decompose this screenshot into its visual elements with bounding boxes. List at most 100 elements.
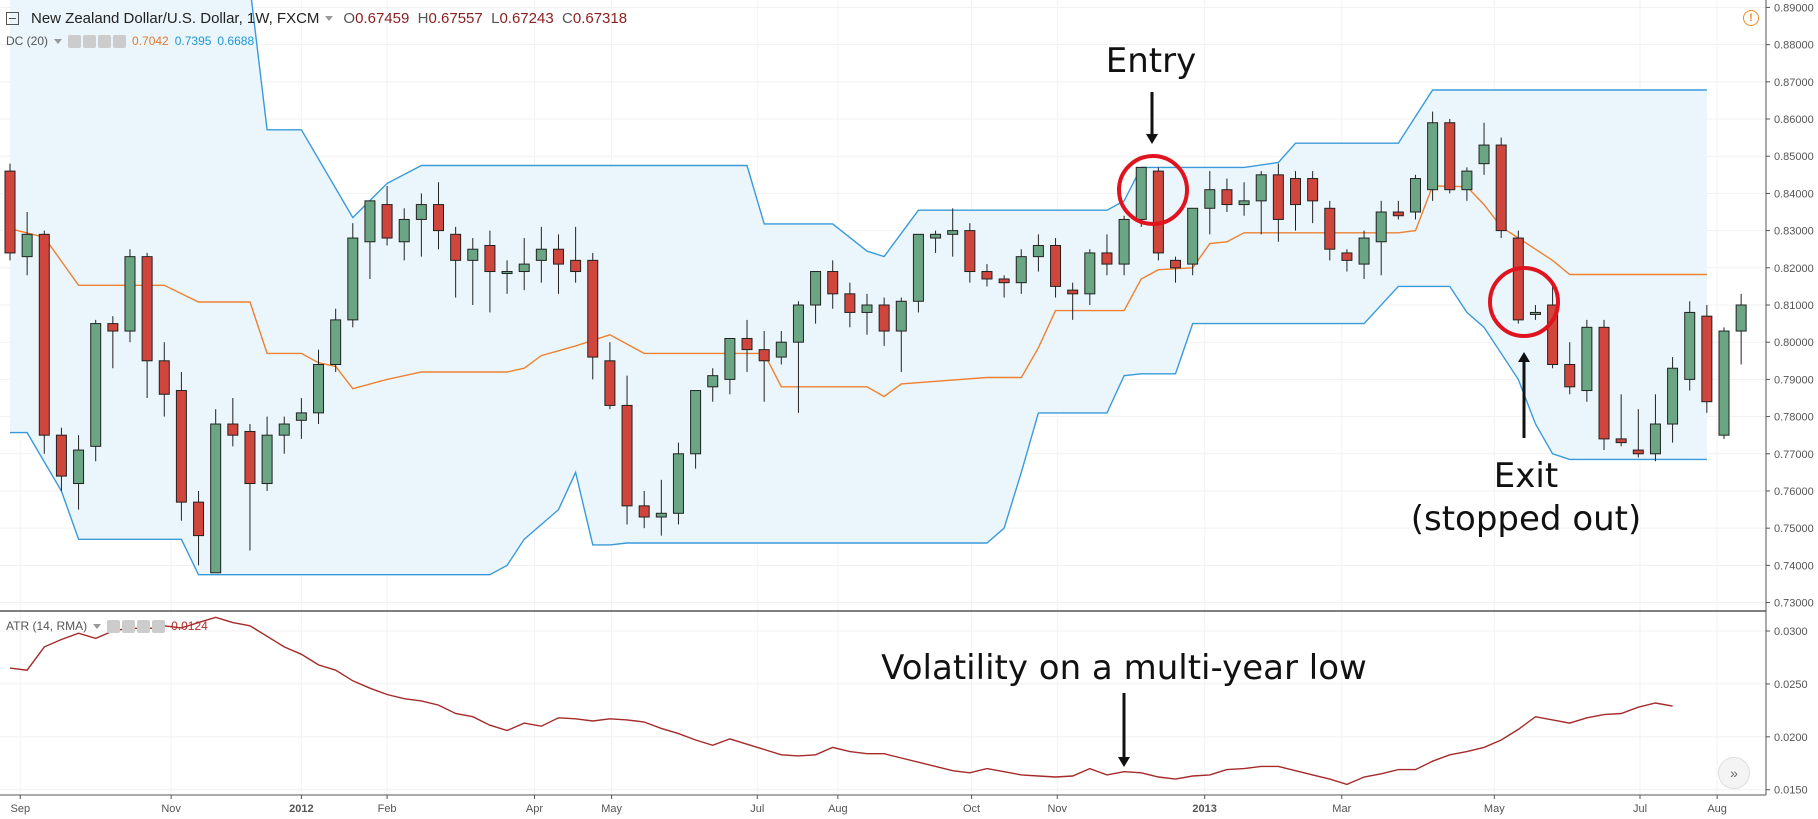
- candle: [1255, 171, 1267, 235]
- candle: [1050, 238, 1062, 298]
- donchian-basis-line: [9, 185, 1707, 398]
- candle: [638, 490, 650, 529]
- atr-indicator-label[interactable]: ATR (14, RMA): [6, 619, 88, 633]
- candle: [998, 275, 1010, 298]
- price-axis-label: 0.78000: [1774, 412, 1814, 424]
- remove-icon[interactable]: [113, 34, 127, 48]
- candle: [741, 319, 753, 372]
- candle: [278, 416, 290, 454]
- candle: [775, 331, 787, 365]
- ohlc-readout: O0.67459 H0.67557 L0.67243 C0.67318: [343, 10, 628, 27]
- candle: [73, 435, 85, 510]
- collapse-icon[interactable]: [6, 12, 19, 25]
- candle: [433, 182, 444, 250]
- time-axis-label: Oct: [963, 803, 980, 815]
- atr-axis-label: 0.0150: [1774, 785, 1808, 797]
- time-axis[interactable]: Sep Nov 2012 Feb Apr May Jul Aug Oct Nov 2013 Mar Ma…: [0, 794, 1766, 815]
- chevron-down-icon[interactable]: [325, 16, 334, 21]
- donchian-lower-line: [10, 285, 1707, 576]
- candle-body: [724, 337, 736, 380]
- dc-indicator-label[interactable]: DC (20): [6, 34, 49, 48]
- candle: [1204, 171, 1216, 235]
- candle-body: [141, 256, 153, 362]
- candle: [1615, 394, 1627, 447]
- candle-body: [1478, 144, 1490, 165]
- chevron-down-icon[interactable]: [93, 623, 102, 629]
- candle-body: [330, 319, 342, 366]
- candle: [1701, 305, 1713, 413]
- candle-body: [552, 248, 564, 265]
- price-pane: [0, 0, 1766, 795]
- time-axis-label: Mar: [1332, 803, 1351, 815]
- add-icon[interactable]: [98, 34, 112, 48]
- candle: [1221, 178, 1233, 213]
- atr-axis-label: 0.0300: [1774, 626, 1808, 638]
- price-axis-label: 0.89000: [1774, 2, 1814, 14]
- atr-axis-label: 0.0250: [1774, 679, 1808, 691]
- candle-body: [878, 304, 890, 332]
- price-axis[interactable]: 0.73000 0.74000 0.75000 0.76000 0.77000 0.780…: [1765, 0, 1814, 797]
- atr-indicator-legend[interactable]: ATR (14, RMA) 0.0124: [6, 619, 208, 633]
- candle: [1392, 200, 1404, 220]
- candle: [844, 282, 856, 328]
- candle: [1084, 249, 1096, 305]
- candle: [1547, 282, 1559, 369]
- candle: [1375, 200, 1387, 276]
- candle: [810, 271, 822, 324]
- candle-body: [998, 278, 1010, 284]
- candle-body: [1221, 189, 1233, 206]
- candle-body: [672, 453, 684, 514]
- entry-label: Entry: [1106, 41, 1196, 81]
- candle-body: [707, 375, 719, 388]
- scroll-forward-icon[interactable]: »: [1718, 757, 1750, 789]
- candle: [313, 349, 325, 425]
- atr-axis-label: 0.0200: [1774, 732, 1808, 744]
- candle: [175, 371, 187, 521]
- candle-body: [261, 434, 273, 485]
- remove-icon[interactable]: [152, 619, 166, 633]
- donchian-fill: [10, 0, 1707, 575]
- candle: [467, 238, 479, 305]
- candle-body: [227, 423, 239, 436]
- settings-icon[interactable]: [83, 34, 97, 48]
- candle-body: [1272, 174, 1284, 220]
- candle: [964, 223, 976, 283]
- visibility-icon[interactable]: [68, 34, 82, 48]
- candle: [1478, 122, 1490, 175]
- candle-body: [295, 412, 307, 421]
- candle: [570, 226, 582, 283]
- candle-body: [1735, 304, 1747, 332]
- candle-body: [364, 200, 376, 243]
- candle: [1187, 207, 1199, 276]
- dc-indicator-legend[interactable]: DC (20) 0.7042 0.7395 0.6688: [6, 34, 254, 48]
- time-axis-label: Nov: [1047, 803, 1067, 815]
- candle: [1067, 282, 1079, 320]
- candle: [1341, 249, 1353, 272]
- candle: [124, 249, 136, 343]
- candle: [1444, 119, 1456, 194]
- settings-icon[interactable]: [122, 619, 136, 633]
- exit-label: Exit: [1494, 456, 1558, 496]
- visibility-icon[interactable]: [107, 619, 121, 633]
- candle-body: [1444, 122, 1456, 191]
- time-axis-label: Jul: [1633, 803, 1647, 815]
- add-icon[interactable]: [137, 619, 151, 633]
- candle: [1512, 230, 1524, 324]
- candle-body: [1598, 326, 1610, 440]
- price-axis-label: 0.86000: [1774, 114, 1814, 126]
- candle: [1632, 409, 1644, 458]
- alert-icon[interactable]: !: [1743, 10, 1759, 26]
- exit-circle: [1488, 266, 1560, 338]
- candle-body: [381, 204, 393, 239]
- chevron-down-icon[interactable]: [54, 38, 63, 44]
- candle-body: [175, 390, 187, 503]
- time-axis-label: 2013: [1192, 803, 1216, 815]
- candle: [347, 223, 359, 328]
- indicator-controls: [107, 619, 166, 633]
- candle-body: [450, 233, 462, 261]
- candle: [792, 301, 804, 413]
- candle: [1581, 319, 1593, 402]
- symbol-title[interactable]: New Zealand Dollar/U.S. Dollar, 1W, FXCM: [31, 10, 320, 27]
- candle-body: [570, 259, 582, 273]
- annotations: Entry Exit(stopped out) Volatility on a mu…: [881, 41, 1641, 767]
